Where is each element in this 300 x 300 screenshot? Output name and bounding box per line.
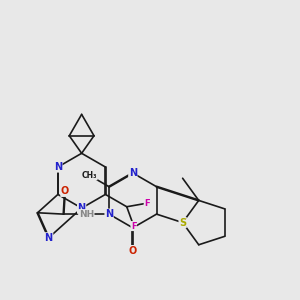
Text: NH: NH bbox=[79, 210, 94, 219]
Text: N: N bbox=[105, 209, 113, 219]
Text: O: O bbox=[129, 246, 137, 256]
Text: N: N bbox=[45, 233, 53, 243]
Text: N: N bbox=[78, 203, 86, 213]
Text: S: S bbox=[179, 218, 186, 228]
Text: N: N bbox=[129, 168, 137, 178]
Text: N: N bbox=[54, 162, 62, 172]
Text: F: F bbox=[131, 222, 136, 231]
Text: O: O bbox=[61, 186, 69, 197]
Text: F: F bbox=[144, 199, 150, 208]
Text: CH₃: CH₃ bbox=[82, 171, 97, 180]
